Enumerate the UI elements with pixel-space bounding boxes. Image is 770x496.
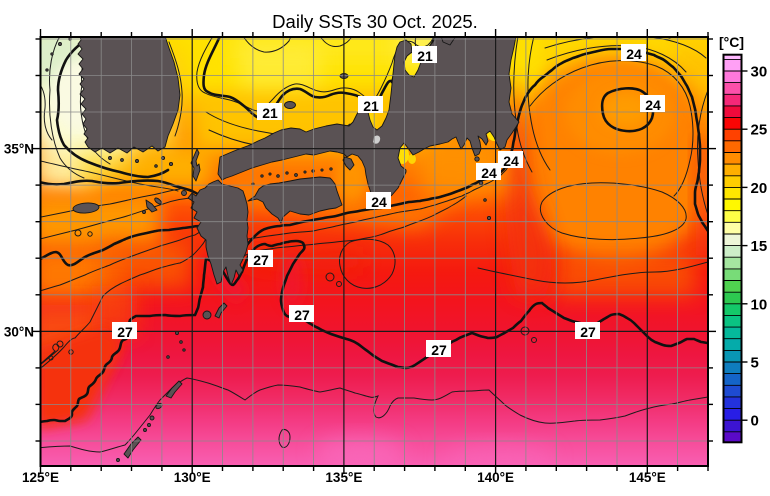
svg-text:Daily SSTs 30 Oct. 2025.: Daily SSTs 30 Oct. 2025. bbox=[272, 11, 478, 32]
svg-text:10: 10 bbox=[751, 296, 768, 313]
svg-text:25: 25 bbox=[751, 122, 768, 139]
svg-text:24: 24 bbox=[371, 194, 387, 210]
svg-text:24: 24 bbox=[645, 97, 661, 113]
svg-text:27: 27 bbox=[294, 307, 310, 323]
svg-text:27: 27 bbox=[117, 324, 133, 340]
svg-text:130°E: 130°E bbox=[174, 470, 211, 485]
svg-text:24: 24 bbox=[481, 165, 497, 181]
svg-text:125°E: 125°E bbox=[22, 470, 59, 485]
svg-text:35°N: 35°N bbox=[4, 142, 34, 157]
svg-text:27: 27 bbox=[431, 342, 447, 358]
svg-text:5: 5 bbox=[751, 355, 759, 372]
svg-text:21: 21 bbox=[363, 98, 379, 114]
svg-text:15: 15 bbox=[751, 238, 768, 255]
svg-text:30°N: 30°N bbox=[4, 324, 34, 339]
svg-text:0: 0 bbox=[751, 413, 759, 430]
svg-text:27: 27 bbox=[580, 324, 596, 340]
svg-text:24: 24 bbox=[626, 46, 642, 62]
svg-text:145°E: 145°E bbox=[629, 470, 666, 485]
svg-text:135°E: 135°E bbox=[325, 470, 362, 485]
svg-text:30: 30 bbox=[751, 64, 768, 81]
svg-text:[°C]: [°C] bbox=[719, 34, 744, 50]
svg-text:20: 20 bbox=[751, 180, 768, 197]
svg-text:140°E: 140°E bbox=[477, 470, 514, 485]
svg-text:27: 27 bbox=[253, 252, 269, 268]
svg-text:21: 21 bbox=[262, 105, 278, 121]
svg-text:21: 21 bbox=[417, 48, 433, 64]
svg-text:24: 24 bbox=[503, 153, 519, 169]
